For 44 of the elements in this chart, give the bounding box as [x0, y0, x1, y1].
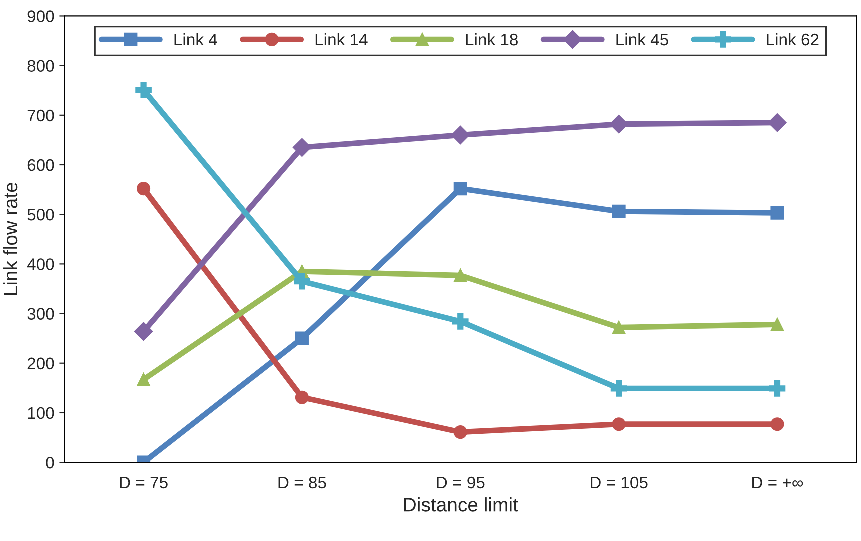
x-tick-label: D = +∞ — [752, 477, 804, 489]
point — [454, 182, 468, 196]
point — [770, 418, 784, 432]
y-tick-label: 800 — [28, 60, 54, 72]
x-tick-label: D = 105 — [591, 476, 648, 489]
point — [451, 126, 470, 145]
y-tick-label: 0 — [46, 456, 54, 469]
point — [295, 390, 309, 404]
legend-label: Link 45 — [616, 33, 668, 46]
point — [452, 314, 469, 330]
x-axis-title: Distance limit — [404, 498, 518, 512]
point — [768, 113, 787, 132]
legend-label: Link 18 — [466, 33, 518, 46]
point — [137, 372, 151, 387]
point — [134, 322, 154, 341]
point — [612, 320, 626, 334]
point — [770, 318, 784, 332]
y-tick-label: 900 — [28, 10, 54, 22]
y-tick-label: 100 — [28, 407, 54, 420]
y-tick-label: 200 — [28, 358, 54, 370]
y-axis-title: Link flow rate — [3, 182, 18, 296]
point — [136, 82, 152, 98]
x-tick-label: D = 95 — [437, 476, 485, 489]
point — [292, 138, 312, 158]
point — [454, 268, 468, 282]
point — [612, 418, 626, 432]
x-tick-label: D = 85 — [278, 476, 326, 489]
point — [770, 206, 784, 220]
y-tick-label: 500 — [28, 209, 54, 221]
point — [610, 380, 628, 397]
point — [294, 273, 310, 290]
y-tick-label: 400 — [27, 258, 54, 270]
legend-label: Link 4 — [174, 33, 218, 46]
y-tick-label: 600 — [28, 159, 54, 172]
point — [612, 204, 626, 218]
point — [295, 332, 309, 346]
y-tick-label: 700 — [28, 110, 54, 122]
point — [769, 380, 786, 397]
point — [454, 426, 468, 440]
legend-label: Link 14 — [316, 33, 368, 46]
point — [137, 182, 151, 196]
x-tick-label: D = 75 — [120, 477, 168, 489]
y-tick-label: 300 — [28, 308, 54, 320]
legend-label: Link 62 — [767, 33, 819, 46]
